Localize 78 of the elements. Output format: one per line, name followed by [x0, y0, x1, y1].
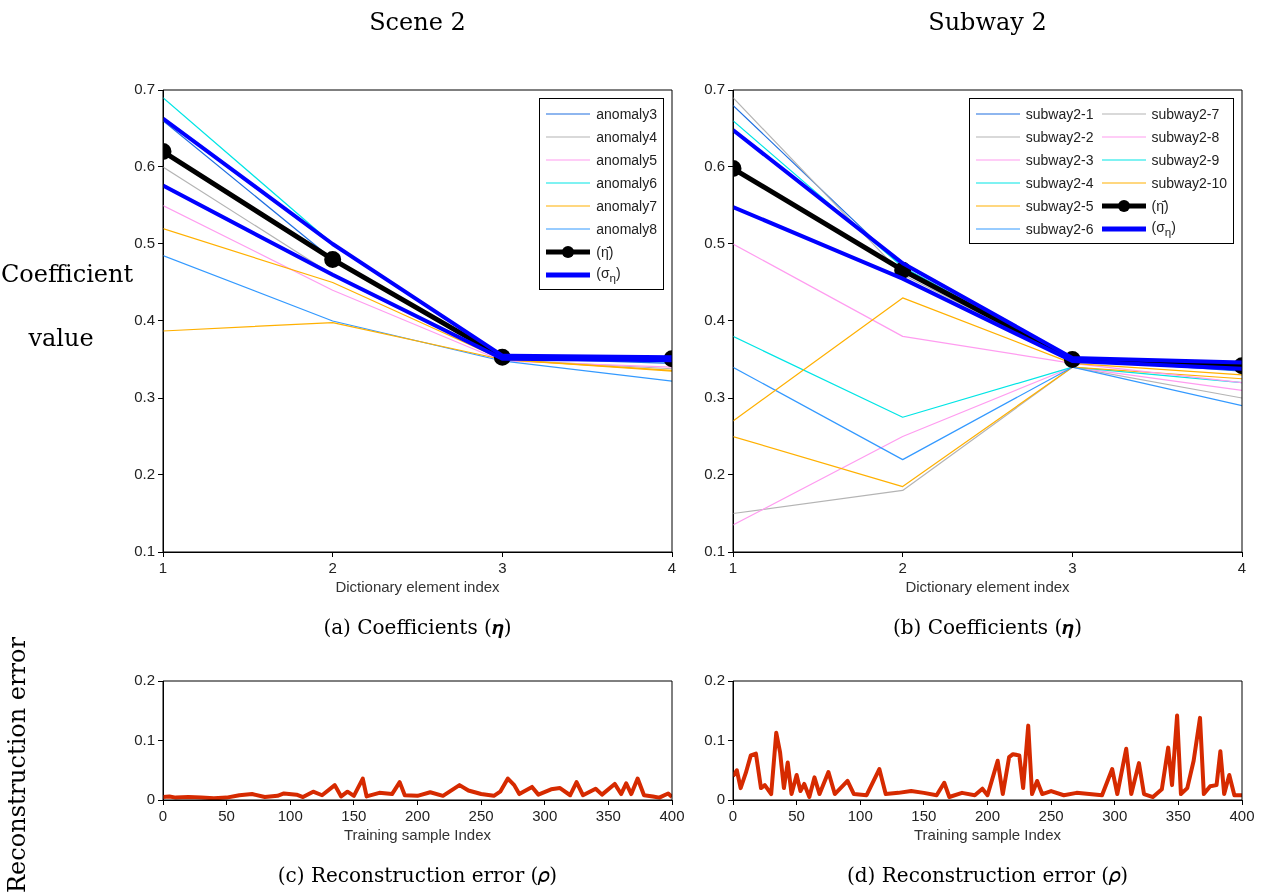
x-tick-label: 350: [1165, 807, 1191, 825]
x-tick-label: 200: [974, 807, 1001, 825]
y-tick-label: 0: [146, 790, 155, 808]
x-tick-label: 1: [158, 559, 168, 577]
y-tick-label: 0.7: [134, 80, 155, 98]
legend-label: subway2-1: [1025, 105, 1094, 122]
legend-label: subway2-6: [1025, 220, 1094, 237]
legend-label: (η̄): [596, 243, 614, 260]
legend-label: subway2-3: [1025, 151, 1094, 168]
x-tick-label: 0: [158, 807, 168, 825]
y-tick-label: 0.7: [704, 80, 725, 98]
x-tick-label: 300: [532, 807, 558, 825]
y-tick-label: 0.2: [134, 465, 155, 483]
x-tick-label: 250: [468, 807, 494, 825]
legend-label: (σ$_{η}$): [596, 265, 621, 284]
x-tick-label: 4: [1237, 559, 1247, 577]
x-axis-title: Dictionary element index: [335, 578, 501, 596]
y-tick-label: 0.4: [704, 311, 725, 329]
chart-title: Subway 2: [927, 8, 1048, 36]
legend-label: subway2-4: [1025, 174, 1094, 191]
legend-label: subway2-2: [1025, 128, 1094, 145]
text: (b) Coefficients (𝜼): [891, 615, 1084, 639]
legend-label: subway2-9: [1151, 151, 1220, 168]
legend-label: anomaly3: [596, 105, 657, 122]
y-tick-label: 0.5: [134, 234, 155, 252]
chart-title: Scene 2: [368, 8, 467, 36]
legend-label: anomaly5: [596, 151, 657, 168]
x-tick-label: 50: [218, 807, 235, 825]
x-tick-label: 100: [277, 807, 303, 825]
x-tick-label: 150: [341, 807, 367, 825]
x-tick-label: 2: [898, 559, 907, 577]
x-tick-label: 200: [404, 807, 431, 825]
y-tick-label: 0.1: [134, 542, 155, 560]
text: (c) Reconstruction error (𝜌): [276, 863, 559, 887]
x-tick-label: 250: [1038, 807, 1064, 825]
legend-label: (η̄): [1151, 197, 1169, 214]
x-tick-label: 400: [1229, 807, 1255, 825]
legend-label: anomaly6: [596, 174, 657, 191]
text: (d) Reconstruction error (𝜌): [846, 863, 1129, 887]
x-tick-label: 1: [728, 559, 738, 577]
x-tick-label: 300: [1102, 807, 1128, 825]
x-tick-label: 0: [728, 807, 738, 825]
y-tick-label: 0.1: [704, 542, 725, 560]
x-tick-label: 3: [1068, 559, 1077, 577]
y-tick-label: 0.6: [704, 157, 725, 175]
y-tick-label: 0.1: [134, 730, 155, 748]
legend-label: anomaly4: [596, 128, 657, 145]
legend-label: subway2-10: [1151, 174, 1227, 191]
x-tick-label: 400: [659, 807, 685, 825]
legend-label: anomaly7: [596, 197, 657, 214]
y-tick-label: 0.4: [134, 311, 155, 329]
y-axis-title: Reconstruction error: [3, 635, 31, 894]
x-axis-title: Dictionary element index: [905, 578, 1071, 596]
legend-label: subway2-8: [1151, 128, 1220, 145]
y-tick-label: 0: [716, 790, 725, 808]
x-tick-label: 3: [498, 559, 507, 577]
y-tick-label: 0.2: [704, 671, 725, 689]
y-tick-label: 0.1: [704, 730, 725, 748]
y-tick-label: 0.6: [134, 157, 155, 175]
legend-label: subway2-7: [1151, 105, 1220, 122]
x-tick-label: 100: [847, 807, 873, 825]
legend-label: anomaly8: [596, 220, 657, 237]
x-axis-title: Training sample Index: [913, 826, 1062, 844]
x-tick-label: 150: [911, 807, 937, 825]
x-tick-label: 350: [595, 807, 621, 825]
y-tick-label: 0.3: [134, 388, 155, 406]
legend-label: (σ$_{η}$): [1151, 219, 1176, 238]
text: (a) Coefficients (𝜼): [322, 615, 513, 639]
x-tick-label: 2: [328, 559, 337, 577]
x-axis-title: Training sample Index: [343, 826, 492, 844]
y-tick-label: 0.5: [704, 234, 725, 252]
y-tick-label: 0.2: [704, 465, 725, 483]
x-tick-label: 50: [788, 807, 805, 825]
text: Coefficient value: [1, 260, 134, 353]
legend-label: subway2-5: [1025, 197, 1094, 214]
x-tick-label: 4: [667, 559, 677, 577]
y-tick-label: 0.3: [704, 388, 725, 406]
y-tick-label: 0.2: [134, 671, 155, 689]
